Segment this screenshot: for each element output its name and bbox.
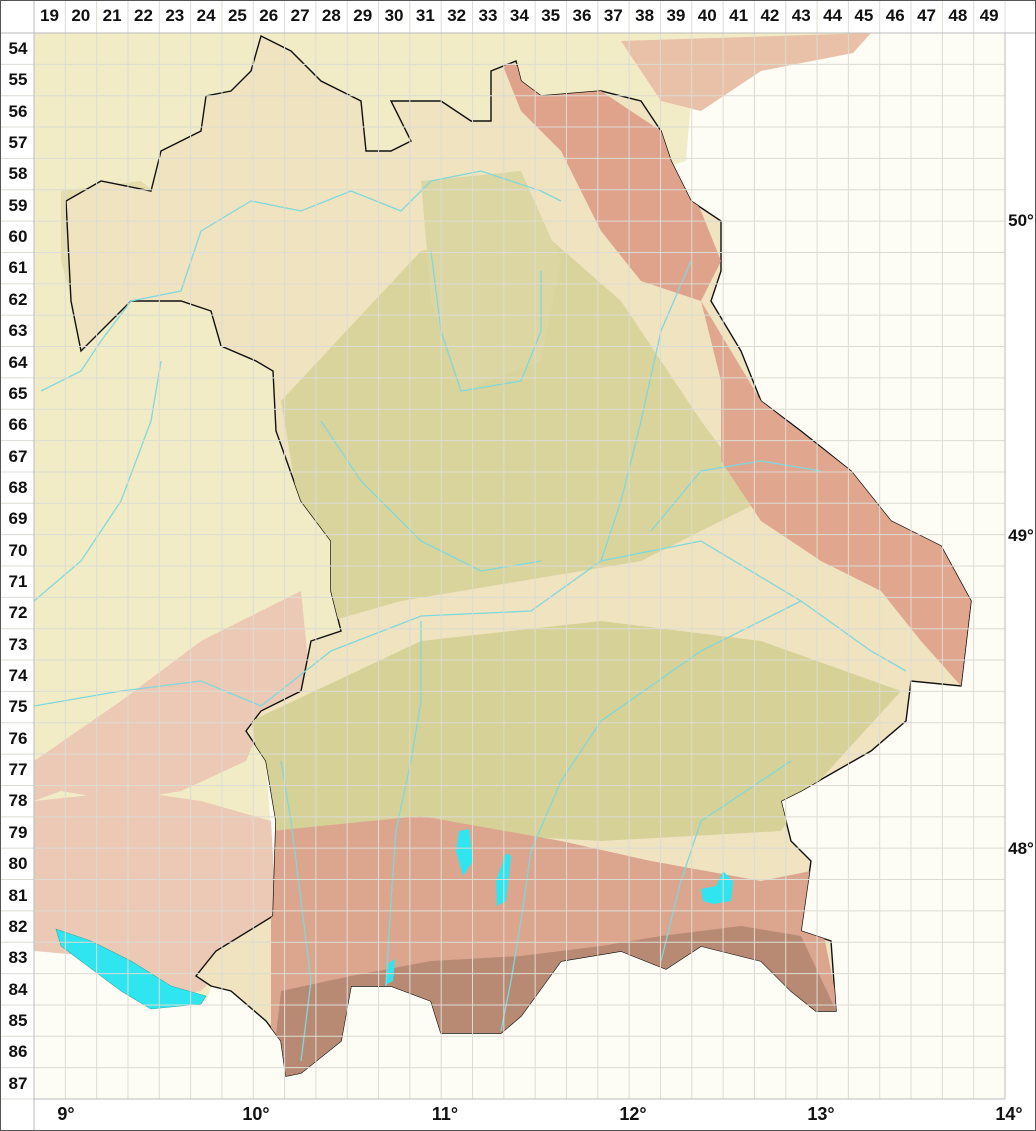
latitude-label: 50° — [1008, 211, 1034, 230]
river-regen — [650, 460, 822, 532]
grid-column-label: 40 — [697, 6, 717, 25]
neighbor-hills-southwest — [34, 591, 311, 801]
grid-column-label: 21 — [102, 6, 122, 25]
plain-region-south — [251, 621, 901, 841]
longitude-label: 12° — [619, 1104, 647, 1124]
grid-column-label: 48 — [948, 6, 968, 25]
grid-lines — [1, 1, 1006, 1100]
grid-row-label: 54 — [8, 39, 28, 58]
grid-row-label: 66 — [8, 415, 28, 435]
grid-column-label: 37 — [603, 6, 623, 25]
grid-row-label: 63 — [8, 321, 28, 341]
grid-row-label: 57 — [8, 133, 28, 153]
grid-row-label: 81 — [8, 885, 28, 905]
grid-row-label: 80 — [8, 854, 28, 874]
grid-row-label: 62 — [8, 289, 28, 309]
river-danube — [33, 540, 907, 707]
plain-region-central — [281, 231, 761, 621]
grid-column-label: 44 — [823, 6, 843, 25]
grid-column-label: 31 — [415, 6, 435, 25]
grid-column-label: 26 — [259, 6, 279, 25]
grid-row-label: 87 — [8, 1073, 28, 1093]
grid-row-label: 58 — [8, 164, 28, 184]
longitude-label: 13° — [807, 1104, 835, 1124]
grid-column-label: 28 — [321, 6, 341, 25]
grid-column-label: 42 — [760, 6, 780, 25]
grid-row-label: 86 — [8, 1042, 28, 1062]
grid-column-label: 23 — [165, 6, 185, 25]
river-lech — [385, 621, 422, 987]
longitude-label: 14° — [995, 1104, 1023, 1124]
grid-column-label: 47 — [917, 6, 936, 25]
longitude-label: 9° — [57, 1104, 75, 1124]
river-regnitz — [430, 250, 542, 392]
grid-row-label: 84 — [8, 979, 28, 999]
grid-column-label: 45 — [854, 6, 874, 25]
grid-column-label: 22 — [133, 6, 153, 25]
grid-row-label: 73 — [8, 634, 28, 654]
grid-row-label: 61 — [8, 258, 28, 278]
grid-row-label: 75 — [8, 697, 28, 717]
grid-row-label: 69 — [8, 509, 28, 529]
forest-hills-east — [701, 301, 971, 686]
grid-column-label: 41 — [729, 6, 749, 25]
latitude-label: 49° — [1008, 526, 1034, 545]
grid-row-label: 83 — [8, 948, 28, 968]
grid-row-label: 56 — [8, 101, 28, 121]
forest-hills-northeast — [501, 61, 721, 301]
river-naab — [600, 260, 692, 562]
river-isar — [500, 600, 802, 1032]
grid-row-label: 85 — [8, 1010, 28, 1030]
latitude-label: 48° — [1008, 839, 1034, 858]
grid-row-label: 60 — [8, 227, 28, 247]
lake-constance — [55, 928, 207, 1010]
grid-column-label: 19 — [40, 6, 59, 25]
grid-row-label: 77 — [8, 760, 28, 780]
grid-column-label: 34 — [509, 6, 529, 25]
grid-row-label: 76 — [8, 728, 28, 748]
grid-column-label: 36 — [572, 6, 592, 25]
grid-column-label: 30 — [384, 6, 404, 25]
grid-column-label: 29 — [353, 6, 373, 25]
grid-column-label: 49 — [979, 6, 999, 25]
grid-row-label: 82 — [8, 916, 28, 936]
grid-column-label: 20 — [71, 6, 91, 25]
grid-column-label: 39 — [666, 6, 686, 25]
grid-column-label: 25 — [227, 6, 247, 25]
grid-column-label: 38 — [635, 6, 655, 25]
grid-row-label: 65 — [8, 383, 28, 403]
grid-row-label: 59 — [8, 195, 28, 215]
grid-row-label: 71 — [8, 572, 28, 591]
grid-row-label: 68 — [8, 477, 28, 497]
longitude-label: 11° — [431, 1104, 459, 1124]
grid-row-label: 55 — [8, 70, 28, 90]
river-iller — [280, 760, 312, 1062]
grid-column-label: 46 — [885, 6, 905, 25]
river-inn — [660, 760, 792, 962]
grid-row-label: 79 — [8, 822, 28, 842]
plain-region-north — [421, 171, 561, 391]
grid-row-label: 64 — [8, 352, 28, 372]
grid-column-label: 32 — [447, 6, 467, 25]
lake-forggensee — [385, 959, 395, 985]
grid-column-label: 27 — [290, 6, 310, 25]
grid-row-label: 74 — [8, 666, 28, 686]
grid-column-label: 43 — [791, 6, 811, 25]
grid-row-label: 72 — [8, 603, 28, 623]
grid-column-label: 35 — [541, 6, 561, 25]
grid-row-label: 67 — [8, 446, 28, 466]
grid-column-label: 24 — [196, 6, 216, 25]
grid-row-label: 78 — [8, 791, 28, 811]
longitude-label: 10° — [242, 1104, 270, 1124]
grid-column-label: 33 — [478, 6, 498, 25]
lake-ammersee — [456, 829, 473, 876]
grid-row-label: 70 — [8, 540, 28, 560]
neighbor-hills-north — [621, 33, 871, 111]
